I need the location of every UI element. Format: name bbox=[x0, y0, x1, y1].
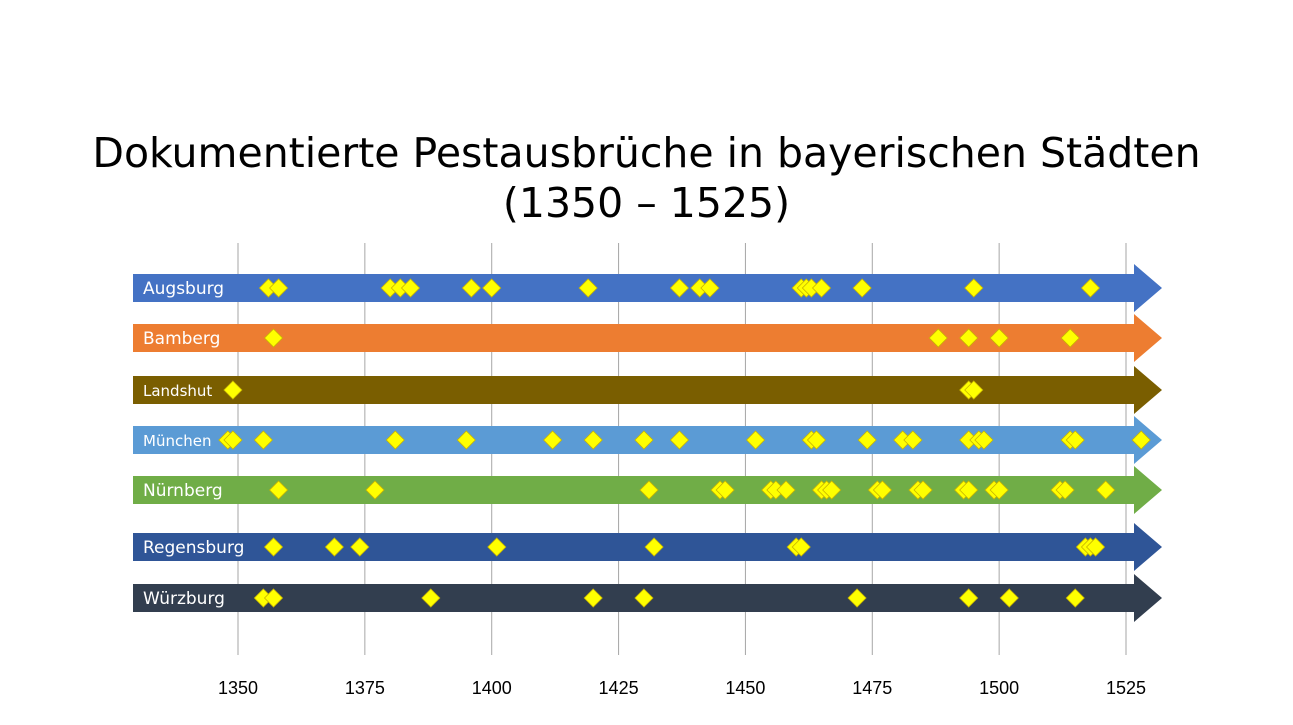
outbreak-marker bbox=[913, 480, 933, 500]
outbreak-marker bbox=[350, 537, 370, 557]
outbreak-marker bbox=[822, 480, 842, 500]
outbreak-marker bbox=[974, 430, 994, 450]
lane-augsburg: Augsburg bbox=[133, 264, 1162, 312]
x-tick-label: 1500 bbox=[979, 678, 1019, 698]
x-tick-label: 1425 bbox=[599, 678, 639, 698]
lane-arrow-bamberg bbox=[133, 314, 1162, 362]
outbreak-marker bbox=[578, 278, 598, 298]
lane-nürnberg: Nürnberg bbox=[133, 466, 1162, 514]
outbreak-marker bbox=[903, 430, 923, 450]
outbreak-marker bbox=[791, 537, 811, 557]
outbreak-marker bbox=[421, 588, 441, 608]
outbreak-marker bbox=[928, 328, 948, 348]
outbreak-marker bbox=[263, 328, 284, 348]
lane-label: Würzburg bbox=[143, 589, 225, 609]
lane-regensburg: Regensburg bbox=[133, 523, 1162, 571]
outbreak-marker bbox=[1080, 278, 1101, 298]
x-tick-label: 1400 bbox=[472, 678, 512, 698]
outbreak-marker bbox=[715, 480, 735, 500]
lane-landshut: Landshut bbox=[133, 366, 1162, 414]
x-tick-label: 1475 bbox=[852, 678, 892, 698]
chart-title-line1: Dokumentierte Pestausbrüche in bayerisch… bbox=[92, 129, 1201, 177]
x-tick-label: 1525 bbox=[1106, 678, 1146, 698]
outbreak-marker bbox=[644, 537, 664, 557]
outbreak-marker bbox=[253, 430, 273, 450]
outbreak-marker bbox=[857, 430, 877, 450]
outbreak-marker bbox=[700, 278, 720, 298]
lane-label: München bbox=[143, 432, 211, 450]
outbreak-marker bbox=[872, 480, 892, 500]
outbreak-marker bbox=[385, 430, 405, 450]
lane-würzburg: Würzburg bbox=[133, 574, 1162, 622]
outbreak-marker bbox=[847, 588, 867, 608]
outbreak-marker bbox=[989, 480, 1009, 500]
outbreak-marker bbox=[543, 430, 563, 450]
outbreak-marker bbox=[223, 430, 243, 450]
lane-label: Bamberg bbox=[143, 329, 220, 349]
lane-label: Landshut bbox=[143, 382, 212, 400]
outbreak-marker bbox=[964, 278, 984, 298]
outbreak-marker bbox=[964, 380, 984, 400]
lane-arrow-augsburg bbox=[133, 264, 1162, 312]
outbreak-marker bbox=[269, 278, 289, 298]
outbreak-marker bbox=[634, 430, 654, 450]
lane-label: Augsburg bbox=[143, 279, 224, 299]
outbreak-marker bbox=[365, 480, 385, 500]
lane-arrow-landshut bbox=[133, 366, 1162, 414]
x-tick-label: 1450 bbox=[725, 678, 765, 698]
outbreak-marker bbox=[959, 480, 979, 500]
outbreak-marker bbox=[989, 328, 1009, 348]
outbreak-marker bbox=[1131, 430, 1151, 450]
chart-subtitle: (1350 – 1525) bbox=[502, 179, 791, 227]
chart-title: Dokumentierte Pestausbrüche in bayerisch… bbox=[0, 128, 1293, 228]
outbreak-marker bbox=[1055, 480, 1075, 500]
outbreak-marker bbox=[746, 430, 766, 450]
outbreak-marker bbox=[269, 480, 289, 500]
lane-münchen: München bbox=[133, 416, 1162, 464]
outbreak-marker bbox=[1060, 328, 1080, 348]
outbreak-marker bbox=[461, 278, 481, 298]
outbreak-marker bbox=[959, 588, 979, 608]
outbreak-marker bbox=[482, 278, 502, 298]
outbreak-marker bbox=[1065, 430, 1085, 450]
x-axis-tick-labels: 1350 1375 1400 1425 1450 1475 1500 1525 bbox=[218, 678, 1146, 698]
outbreak-marker bbox=[806, 430, 827, 450]
lane-label: Nürnberg bbox=[143, 481, 223, 501]
x-tick-label: 1375 bbox=[345, 678, 385, 698]
outbreak-marker bbox=[852, 278, 872, 298]
city-lanes: Augsburg Bamberg Landshut München Nürnberg Re… bbox=[133, 264, 1162, 622]
outbreak-marker bbox=[639, 480, 659, 500]
outbreak-marker bbox=[776, 480, 796, 500]
outbreak-marker bbox=[487, 537, 507, 557]
outbreak-marker bbox=[223, 380, 243, 400]
outbreak-marker bbox=[583, 430, 603, 450]
lane-label: Regensburg bbox=[143, 538, 244, 558]
outbreak-marker bbox=[263, 537, 284, 557]
outbreak-marker bbox=[583, 588, 603, 608]
outbreak-marker bbox=[999, 588, 1019, 608]
lane-bamberg: Bamberg bbox=[133, 314, 1162, 362]
outbreak-marker bbox=[400, 278, 421, 298]
outbreak-marker bbox=[263, 588, 284, 608]
outbreak-marker bbox=[811, 278, 832, 298]
outbreak-marker bbox=[1065, 588, 1085, 608]
outbreak-marker bbox=[324, 537, 344, 557]
outbreak-marker bbox=[669, 430, 690, 450]
outbreak-marker bbox=[1096, 480, 1116, 500]
outbreak-marker bbox=[669, 278, 690, 298]
outbreak-marker bbox=[634, 588, 654, 608]
outbreak-marker bbox=[959, 328, 979, 348]
outbreak-marker bbox=[456, 430, 476, 450]
x-tick-label: 1350 bbox=[218, 678, 258, 698]
outbreak-marker bbox=[1085, 537, 1106, 557]
